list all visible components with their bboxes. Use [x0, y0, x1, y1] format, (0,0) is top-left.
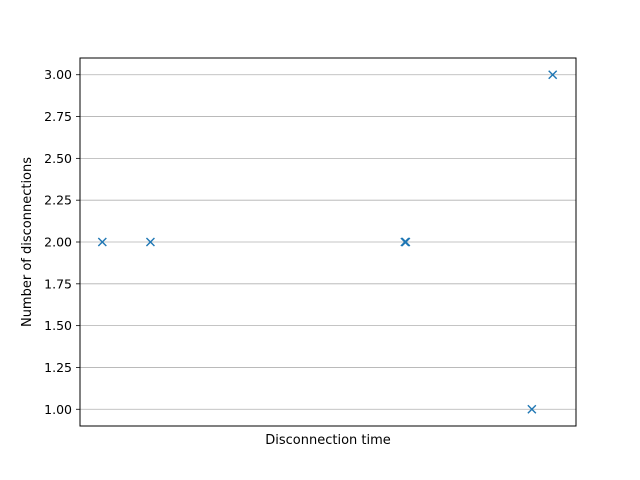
x-axis-label: Disconnection time	[265, 433, 391, 448]
y-axis-label: Number of disconnections	[20, 157, 35, 327]
y-tick-label: 3.00	[44, 67, 72, 82]
grid-lines	[80, 74, 576, 410]
y-tick-label: 2.25	[44, 193, 72, 208]
data-point	[400, 237, 410, 247]
data-point	[145, 237, 155, 247]
data-point	[548, 70, 558, 80]
data-points	[97, 70, 558, 414]
y-tick-label: 1.75	[44, 276, 72, 291]
data-point	[97, 237, 107, 247]
y-tick-label: 1.00	[44, 402, 72, 417]
data-point	[527, 404, 537, 414]
y-tick-label: 1.25	[44, 360, 72, 375]
y-tick-label: 2.75	[44, 109, 72, 124]
y-tick-label: 2.00	[44, 235, 72, 250]
data-point	[401, 237, 411, 247]
y-tick-label: 1.50	[44, 318, 72, 333]
y-axis-ticks: 1.00 1.25 1.50 1.75 2.00 2.25 2.50 2.75 3.00	[44, 67, 80, 417]
y-tick-label: 2.50	[44, 151, 72, 166]
